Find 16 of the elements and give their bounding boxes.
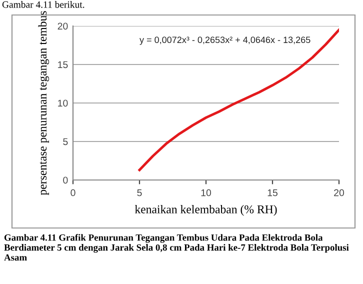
text: Gambar 4.11 berikut. [2, 1, 84, 8]
y-tick-label: 5 [63, 138, 68, 146]
y-tick-label: 10 [58, 100, 68, 107]
y-tick-label: 15 [58, 61, 68, 68]
x-tick-label: 20 [334, 189, 344, 196]
x-tick-label: 0 [70, 189, 76, 196]
x-axis-title: kenaikan kelembaban (% RH) [134, 205, 277, 216]
y-tick-label: 20 [58, 22, 68, 30]
y-tick-label: 0 [63, 176, 68, 184]
y-axis-title: persentase penurunan tegangan tembus [38, 11, 49, 196]
x-tick-label: 5 [137, 189, 142, 196]
annotation: y = 0,0072x³ - 0,2653x² + 4,0646x - 13,265 [140, 36, 310, 45]
x-tick-label: 10 [201, 189, 212, 196]
line-series [138, 28, 339, 172]
text: Gambar 4.11 Grafik Penurunan Tegangan Tembus Udara Pada Elektroda Bola Berdiameter 5 cm dengan Jarak Sela 0,8 cm Pada Hari ke-7 Elektroda Bola Terpolusi Asam [4, 234, 349, 261]
x-tick-label: 15 [268, 189, 278, 196]
